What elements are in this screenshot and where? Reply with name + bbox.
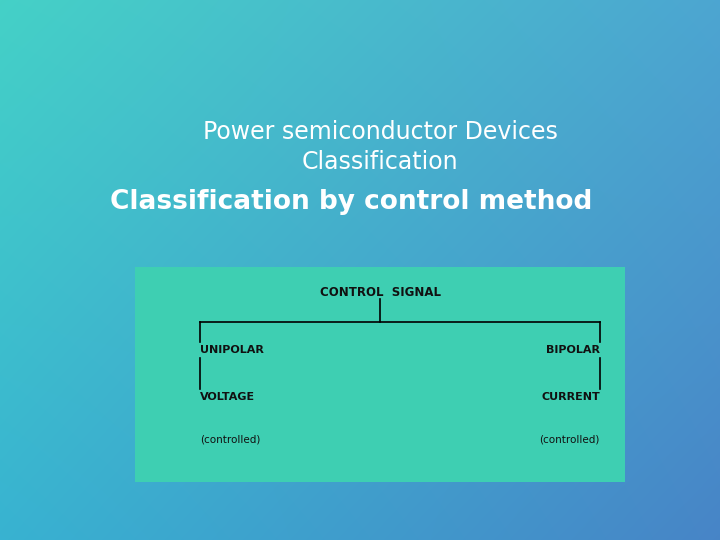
- Text: Classification: Classification: [302, 150, 459, 174]
- Text: Power semiconductor Devices: Power semiconductor Devices: [202, 120, 557, 144]
- Text: CONTROL  SIGNAL: CONTROL SIGNAL: [320, 286, 441, 299]
- Text: VOLTAGE: VOLTAGE: [200, 392, 255, 402]
- Text: (controlled): (controlled): [539, 435, 600, 445]
- Text: BIPOLAR: BIPOLAR: [546, 345, 600, 355]
- FancyBboxPatch shape: [135, 267, 625, 482]
- Text: Classification by control method: Classification by control method: [110, 189, 593, 215]
- Text: (controlled): (controlled): [200, 435, 261, 445]
- Text: CURRENT: CURRENT: [541, 392, 600, 402]
- Text: UNIPOLAR: UNIPOLAR: [200, 345, 264, 355]
